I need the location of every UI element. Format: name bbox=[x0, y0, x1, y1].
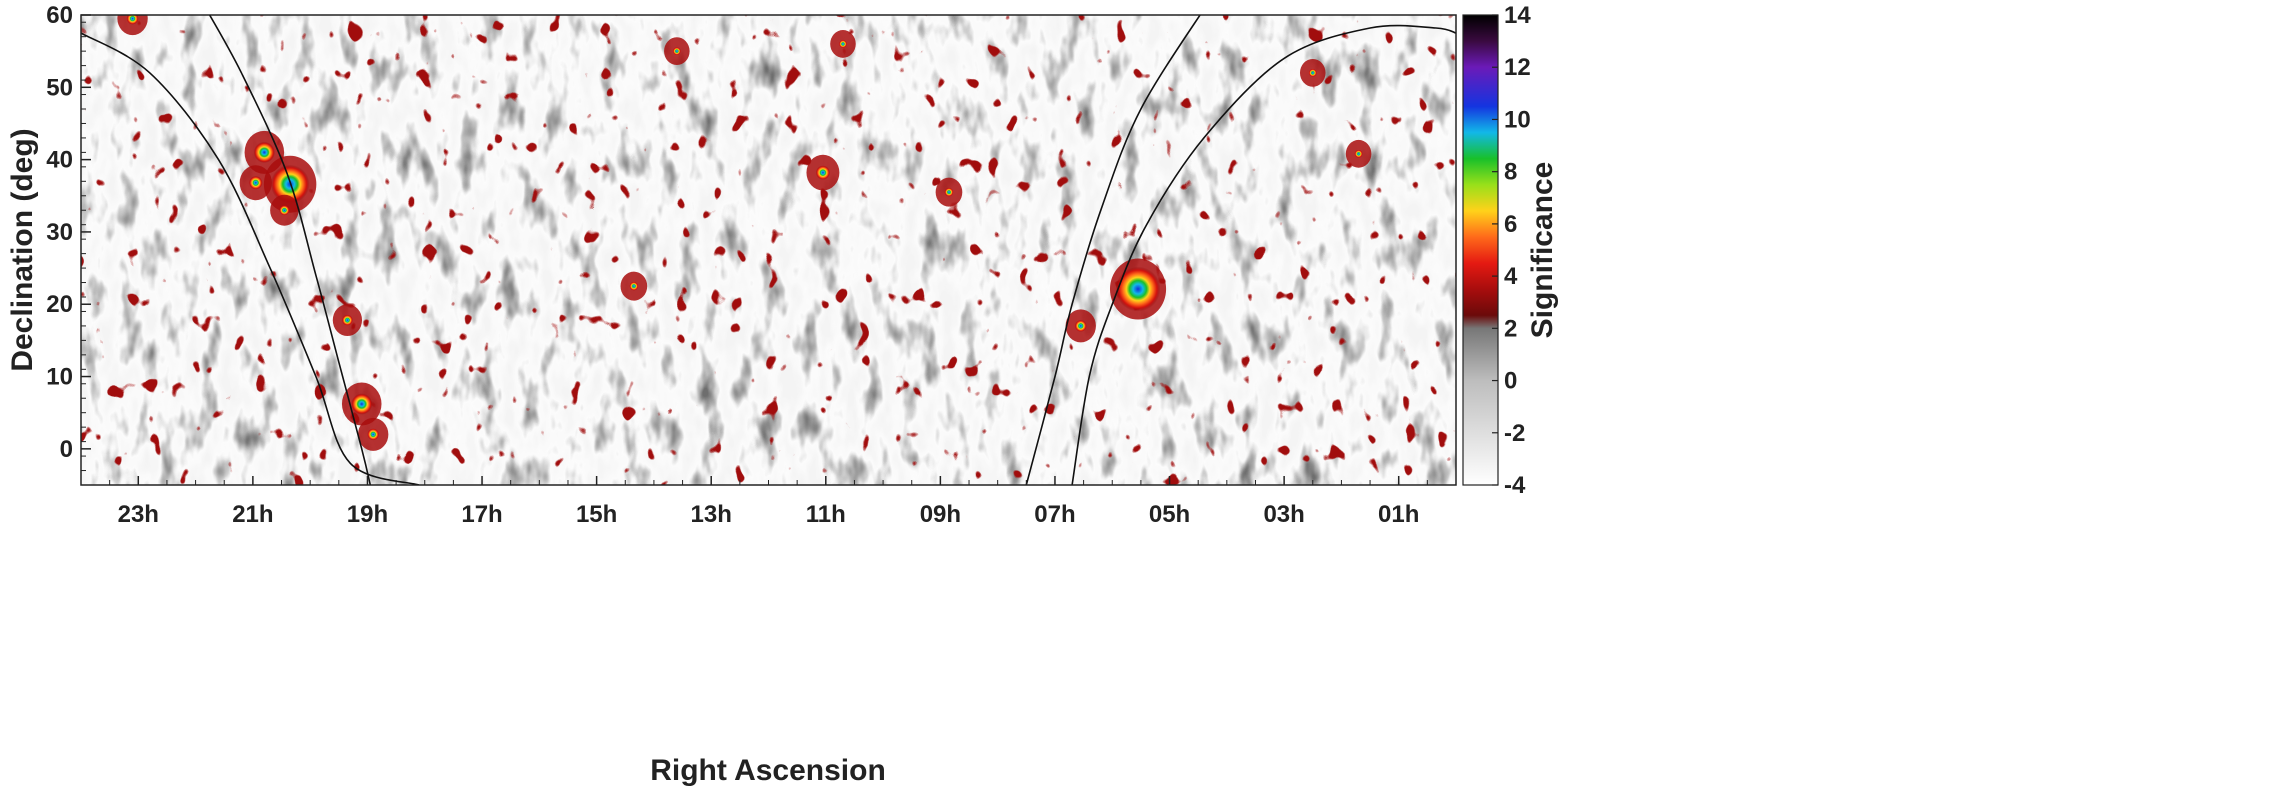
colorbar-tick-label: 10 bbox=[1504, 106, 1531, 133]
y-tick-label: 0 bbox=[60, 436, 73, 463]
colorbar-tick-label: 12 bbox=[1504, 54, 1531, 81]
hotspot bbox=[1115, 266, 1161, 312]
x-tick-label: 05h bbox=[1149, 501, 1190, 528]
hotspot bbox=[1308, 68, 1317, 77]
colorbar-tick-label: 8 bbox=[1504, 159, 1517, 186]
colorbar-tick-label: 0 bbox=[1504, 368, 1517, 395]
sky-map-red-excesses bbox=[81, 15, 1456, 485]
hotspot bbox=[672, 47, 681, 56]
hotspot bbox=[367, 428, 380, 441]
x-tick-label: 09h bbox=[920, 501, 961, 528]
x-axis-title: Right Ascension bbox=[650, 754, 886, 787]
hotspot bbox=[944, 187, 954, 197]
hotspot bbox=[629, 281, 639, 291]
colorbar bbox=[1462, 14, 1499, 486]
colorbar-tick-label: 2 bbox=[1504, 315, 1517, 342]
y-axis: 0 10 20 30 40 50 60 bbox=[46, 2, 91, 486]
colorbar-axis: 14 12 10 8 6 4 2 0 -2 -4 bbox=[1492, 2, 1531, 499]
hotspot bbox=[815, 165, 831, 180]
x-tick-label: 17h bbox=[461, 501, 502, 528]
x-tick-label: 03h bbox=[1263, 501, 1304, 528]
hotspot bbox=[341, 314, 353, 326]
colorbar-tick-label: 4 bbox=[1504, 263, 1518, 290]
colorbar-tick-label: 6 bbox=[1504, 211, 1517, 238]
y-tick-label: 20 bbox=[46, 291, 73, 318]
galactic-plane-curves bbox=[81, 15, 1456, 485]
colorbar-tick-label: 14 bbox=[1504, 2, 1531, 29]
galactic-plane-boundary bbox=[208, 15, 372, 485]
hotspot-halo bbox=[117, 15, 148, 36]
y-tick-label: 60 bbox=[46, 2, 73, 29]
hotspot-group bbox=[117, 15, 1372, 451]
hotspot bbox=[126, 15, 139, 25]
y-tick-label: 50 bbox=[46, 74, 73, 101]
galactic-plane-boundary bbox=[1071, 24, 1456, 485]
hotspot bbox=[1074, 319, 1087, 332]
hotspot bbox=[248, 175, 263, 190]
x-tick-label: 23h bbox=[118, 501, 159, 528]
y-tick-label: 40 bbox=[46, 147, 73, 174]
y-tick-label: 10 bbox=[46, 364, 73, 391]
x-tick-label: 13h bbox=[691, 501, 732, 528]
y-axis-title: Declination (deg) bbox=[6, 128, 39, 371]
x-tick-label: 11h bbox=[806, 501, 846, 528]
x-tick-label: 07h bbox=[1034, 501, 1075, 528]
y-tick-label: 30 bbox=[46, 219, 73, 246]
hotspot bbox=[1354, 149, 1363, 158]
galactic-plane-boundary bbox=[81, 32, 420, 485]
x-tick-label: 21h bbox=[232, 501, 273, 528]
colorbar-tick-label: -2 bbox=[1504, 420, 1525, 447]
hotspot bbox=[838, 39, 848, 48]
x-axis: 23h 21h 19h 17h 15h 13h 11h 09h 07h 05h 03h 01h bbox=[109, 476, 1428, 528]
x-tick-label: 01h bbox=[1378, 501, 1419, 528]
colorbar-tick-label: -4 bbox=[1504, 472, 1526, 499]
sky-map bbox=[81, 15, 1456, 485]
x-tick-label: 15h bbox=[576, 501, 617, 528]
x-tick-label: 19h bbox=[347, 501, 388, 528]
hotspot bbox=[351, 393, 373, 415]
hotspot bbox=[253, 141, 275, 163]
galactic-plane-boundary bbox=[1025, 15, 1202, 485]
colorbar-title: Significance bbox=[1526, 162, 1559, 339]
hotspot bbox=[279, 205, 290, 216]
